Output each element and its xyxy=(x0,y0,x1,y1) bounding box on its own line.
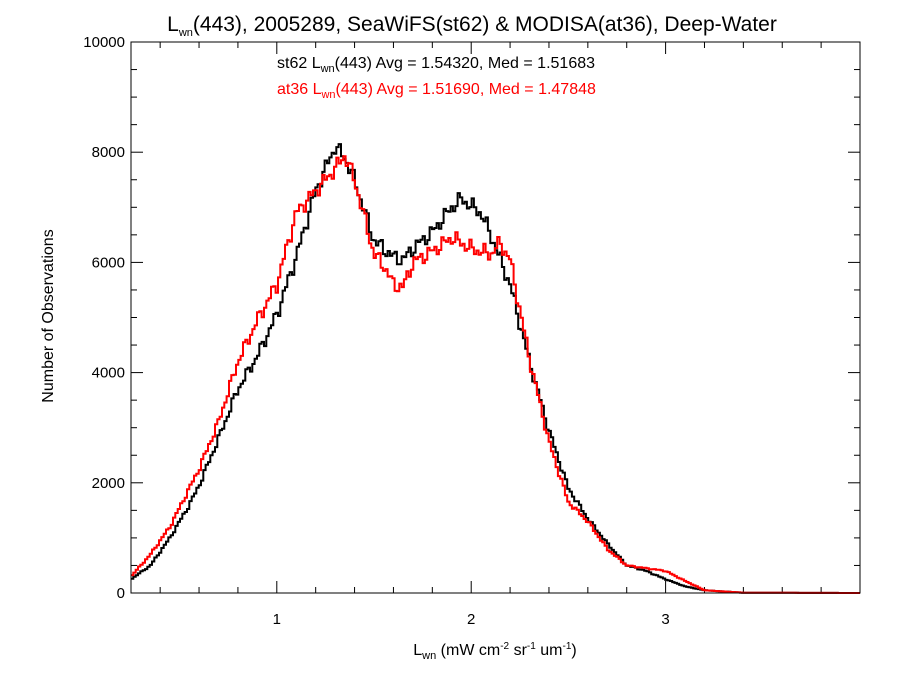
series-line-at36 xyxy=(131,155,860,594)
stat-st62-prefix: st62 L xyxy=(277,55,321,72)
x-axis-label-p3: um xyxy=(536,642,563,659)
chart-title: Lwn(443), 2005289, SeaWiFS(st62) & MODIS… xyxy=(167,13,777,39)
stat-at36-sub: wn xyxy=(320,89,335,101)
x-axis-label-p1: (mW cm xyxy=(436,642,500,659)
data-series xyxy=(131,143,860,594)
y-tick-label: 6000 xyxy=(92,254,125,271)
y-tick-label: 0 xyxy=(117,585,125,602)
series-line-st62 xyxy=(131,143,860,594)
y-axis-label: Number of Observations xyxy=(40,229,57,402)
y-tick-label: 4000 xyxy=(92,365,125,382)
stat-line-st62: st62 Lwn(443) Avg = 1.54320, Med = 1.516… xyxy=(277,55,595,75)
axis-ticks: 0 2000 4000 6000 8000 10000 1 2 3 xyxy=(83,34,860,628)
x-tick-label: 1 xyxy=(273,611,281,628)
x-axis-label-sup2: -1 xyxy=(527,641,536,652)
x-tick-label: 3 xyxy=(661,611,669,628)
x-axis-label: Lwn (mW cm-2 sr-1 um-1) xyxy=(413,641,576,662)
stat-st62-sub: wn xyxy=(320,63,335,75)
stat-at36-prefix: at36 L xyxy=(277,81,322,98)
y-tick-label: 2000 xyxy=(92,475,125,492)
x-axis-label-p2: sr xyxy=(509,642,527,659)
x-axis-label-sup1: -2 xyxy=(500,641,509,652)
y-tick-label: 8000 xyxy=(92,144,125,161)
x-axis-label-l: L xyxy=(413,642,422,659)
stat-st62-rest: (443) Avg = 1.54320, Med = 1.51683 xyxy=(335,55,595,72)
stat-line-at36: at36 Lwn(443) Avg = 1.51690, Med = 1.478… xyxy=(277,81,596,101)
chart-title-rest: (443), 2005289, SeaWiFS(st62) & MODISA(a… xyxy=(193,13,777,36)
x-axis-label-sub: wn xyxy=(421,650,436,662)
x-tick-label: 2 xyxy=(467,611,475,628)
chart-title-lwn: L xyxy=(167,13,179,36)
chart-title-lwn-sub: wn xyxy=(178,27,193,39)
plot-frame xyxy=(130,41,861,594)
x-axis-label-p4: ) xyxy=(571,642,576,659)
x-axis-label-sup3: -1 xyxy=(562,641,571,652)
y-tick-label: 10000 xyxy=(83,34,125,51)
stat-at36-rest: (443) Avg = 1.51690, Med = 1.47848 xyxy=(336,81,596,98)
